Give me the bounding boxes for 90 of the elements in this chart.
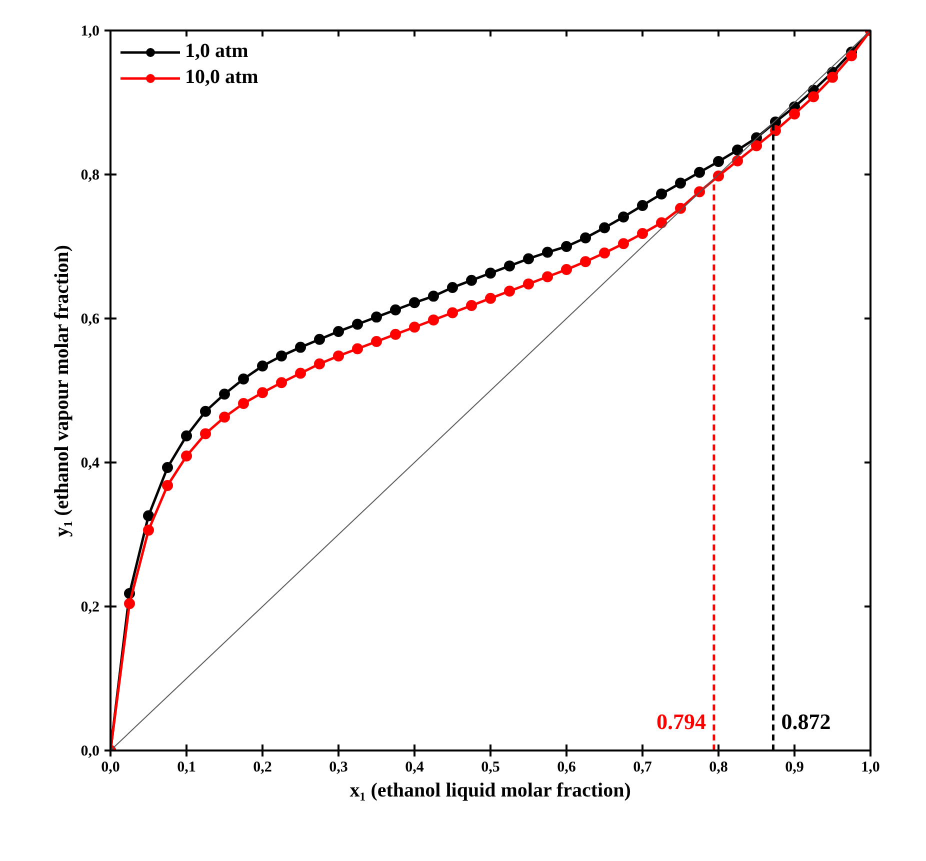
point bbox=[314, 334, 325, 345]
point bbox=[656, 188, 667, 200]
point bbox=[637, 228, 648, 240]
point bbox=[276, 350, 287, 362]
y-tick-label: 1,0 bbox=[80, 24, 100, 40]
point bbox=[352, 318, 363, 330]
point bbox=[789, 108, 800, 120]
point bbox=[523, 253, 534, 264]
point bbox=[181, 430, 192, 442]
x-tick-label: 0,9 bbox=[785, 760, 804, 776]
point bbox=[162, 462, 173, 474]
x-tick-label: 0,7 bbox=[633, 760, 652, 776]
x-tick-label: 0,5 bbox=[481, 760, 500, 776]
point bbox=[295, 342, 306, 353]
point bbox=[580, 256, 591, 268]
point bbox=[713, 156, 724, 168]
point bbox=[447, 307, 458, 318]
point bbox=[200, 428, 211, 440]
point bbox=[257, 360, 268, 372]
point bbox=[143, 524, 154, 536]
y-tick-label: 0,2 bbox=[80, 600, 100, 616]
y-tick-label: 0,6 bbox=[80, 312, 100, 328]
point bbox=[219, 388, 230, 400]
point bbox=[599, 247, 610, 258]
point bbox=[314, 358, 325, 370]
x-tick-label: 0,0 bbox=[101, 760, 120, 776]
point bbox=[295, 368, 306, 379]
point bbox=[732, 155, 743, 166]
point bbox=[124, 598, 135, 610]
point bbox=[751, 140, 762, 152]
point bbox=[827, 72, 838, 83]
point bbox=[333, 326, 344, 337]
point bbox=[618, 211, 629, 222]
point bbox=[257, 387, 268, 398]
point bbox=[599, 222, 610, 234]
point bbox=[542, 271, 553, 282]
point bbox=[219, 412, 230, 423]
point bbox=[447, 282, 458, 294]
x-tick-label: 0,6 bbox=[557, 760, 576, 776]
point bbox=[466, 300, 477, 312]
point bbox=[523, 278, 534, 290]
point bbox=[333, 350, 344, 362]
legend-label: 10,0 atm bbox=[185, 66, 258, 89]
ref-line-label: 0.872 bbox=[781, 708, 831, 734]
point bbox=[371, 312, 382, 323]
x-tick-label: 0,2 bbox=[253, 760, 272, 776]
point bbox=[276, 377, 287, 388]
point bbox=[732, 144, 743, 156]
point bbox=[390, 304, 401, 316]
point bbox=[181, 450, 192, 462]
point bbox=[143, 510, 154, 522]
point bbox=[200, 406, 211, 417]
point bbox=[675, 178, 686, 189]
x-tick-label: 0,8 bbox=[709, 760, 728, 776]
point bbox=[504, 260, 515, 272]
y-tick-label: 0,0 bbox=[80, 744, 100, 760]
point bbox=[618, 238, 629, 250]
point bbox=[808, 91, 819, 102]
x-tick-label: 0,1 bbox=[177, 760, 196, 776]
point bbox=[637, 200, 648, 211]
point bbox=[466, 274, 477, 286]
x-axis-title: x₁ (ethanol liquid molar fraction) bbox=[350, 780, 631, 802]
point bbox=[238, 398, 249, 409]
point bbox=[485, 268, 496, 279]
y-axis-title: y₁ (ethanol vapour molar fraction) bbox=[50, 244, 73, 537]
point bbox=[694, 166, 705, 178]
point bbox=[504, 286, 515, 297]
point bbox=[428, 314, 439, 326]
point bbox=[428, 290, 439, 302]
y-tick-label: 0,4 bbox=[80, 456, 100, 472]
point bbox=[656, 217, 667, 228]
x-tick-label: 1,0 bbox=[861, 760, 880, 776]
point bbox=[390, 328, 401, 340]
point bbox=[846, 50, 857, 62]
ref-line-label: 0.794 bbox=[656, 708, 706, 734]
point bbox=[409, 322, 420, 333]
point bbox=[371, 336, 382, 348]
point bbox=[409, 297, 420, 308]
x-tick-label: 0,4 bbox=[405, 760, 424, 776]
point bbox=[542, 246, 553, 258]
point bbox=[162, 480, 173, 492]
point bbox=[485, 292, 496, 304]
legend-label: 1,0 atm bbox=[185, 40, 248, 63]
point bbox=[238, 373, 249, 384]
point bbox=[352, 343, 363, 354]
x-tick-label: 0,3 bbox=[329, 760, 348, 776]
point bbox=[561, 241, 572, 252]
y-tick-label: 0,8 bbox=[80, 168, 100, 184]
point bbox=[580, 232, 591, 244]
point bbox=[561, 264, 572, 276]
